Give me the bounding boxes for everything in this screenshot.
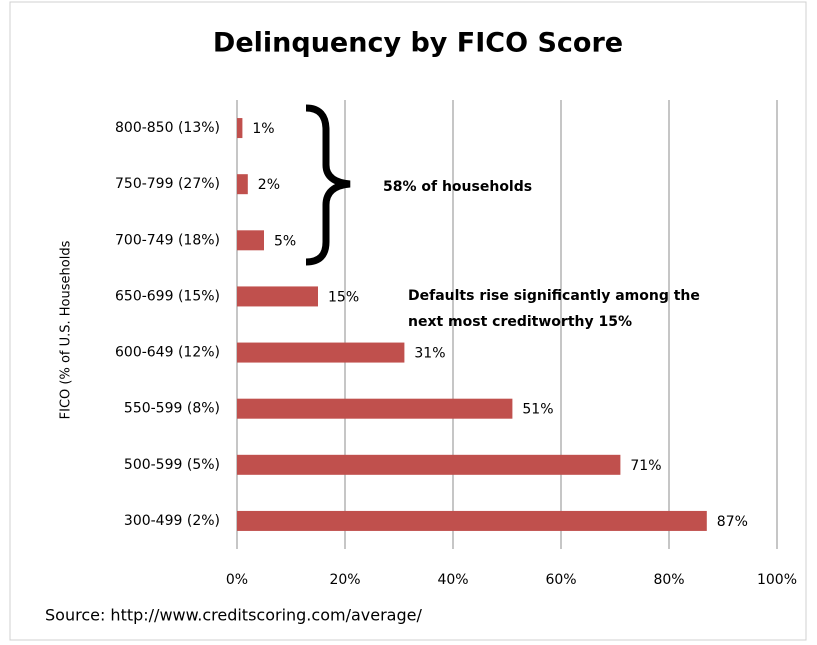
data-label: 5% — [274, 233, 296, 249]
bar — [237, 342, 405, 363]
data-label: 51% — [522, 402, 553, 418]
data-label: 1% — [252, 121, 274, 137]
annotation: next most creditworthy 15% — [408, 314, 632, 330]
y-tick-label: 650-699 (15%) — [115, 288, 220, 304]
y-tick-label: 750-799 (27%) — [115, 176, 220, 192]
data-label: 31% — [414, 346, 445, 362]
y-tick-label: 300-499 (2%) — [124, 513, 220, 529]
data-label: 2% — [258, 177, 280, 193]
y-tick-label: 800-850 (13%) — [115, 120, 220, 136]
brace — [305, 104, 351, 266]
x-tick-label: 100% — [757, 572, 797, 588]
annotation: Defaults rise significantly among the — [408, 288, 700, 304]
data-label: 15% — [328, 289, 359, 305]
y-tick-label: 700-749 (18%) — [115, 232, 220, 248]
x-tick-label: 40% — [437, 572, 468, 588]
x-tick-label: 80% — [653, 572, 684, 588]
y-axis-label: FICO (% of U.S. Households — [59, 240, 74, 419]
annotation: 58% of households — [383, 179, 532, 195]
bar — [237, 510, 707, 531]
y-tick-label: 500-599 (5%) — [124, 457, 220, 473]
chart-title: Delinquency by FICO Score — [213, 28, 623, 59]
chart-frame — [9, 1, 807, 641]
bar — [237, 454, 621, 475]
bar — [237, 174, 248, 195]
bar — [237, 286, 318, 307]
x-tick-label: 0% — [226, 572, 248, 588]
y-tick-label: 550-599 (8%) — [124, 401, 220, 417]
bar — [237, 118, 243, 139]
bar — [237, 398, 513, 419]
source: Source: http://www.creditscoring.com/ave… — [45, 606, 422, 625]
x-tick-label: 60% — [545, 572, 576, 588]
x-tick-label: 20% — [329, 572, 360, 588]
data-label: 71% — [630, 458, 661, 474]
data-label: 87% — [717, 514, 748, 530]
y-tick-label: 600-649 (12%) — [115, 345, 220, 361]
bar — [237, 230, 264, 251]
